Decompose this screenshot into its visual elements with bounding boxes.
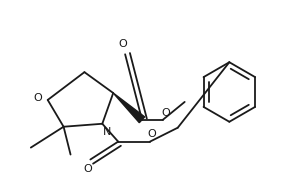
Text: O: O	[83, 164, 92, 174]
Text: O: O	[119, 39, 128, 49]
Polygon shape	[113, 93, 145, 123]
Text: O: O	[161, 108, 170, 118]
Text: O: O	[34, 93, 42, 103]
Text: O: O	[148, 129, 156, 139]
Text: N: N	[103, 127, 111, 137]
